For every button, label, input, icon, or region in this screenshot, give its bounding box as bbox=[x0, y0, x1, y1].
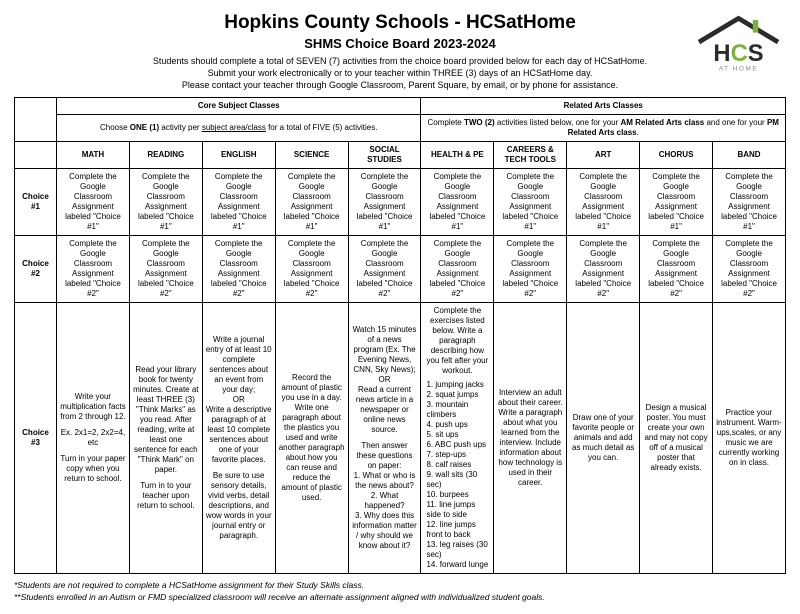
cell: Complete the Google Classroom Assignment… bbox=[348, 169, 421, 236]
choice-row-1: Choice #1 Complete the Google Classroom … bbox=[15, 169, 786, 236]
cell: Complete the Google Classroom Assignment… bbox=[348, 236, 421, 303]
choice-row-2: Choice #2 Complete the Google Classroom … bbox=[15, 236, 786, 303]
cell: Complete the Google Classroom Assignment… bbox=[567, 236, 640, 303]
cell: Complete the Google Classroom Assignment… bbox=[202, 169, 275, 236]
cell: Complete the Google Classroom Assignment… bbox=[275, 169, 348, 236]
col-social: SOCIAL STUDIES bbox=[348, 142, 421, 169]
footnote-2: **Students enrolled in an Autism or FMD … bbox=[14, 592, 786, 604]
svg-text:AT HOME: AT HOME bbox=[719, 66, 758, 73]
col-art: ART bbox=[567, 142, 640, 169]
page-title: Hopkins County Schools - HCSatHome bbox=[14, 12, 786, 34]
cell: Complete the Google Classroom Assignment… bbox=[129, 236, 202, 303]
cell-chorus: Design a musical poster. You must create… bbox=[640, 303, 713, 574]
cell: Complete the Google Classroom Assignment… bbox=[57, 169, 130, 236]
choice-board-table: Core Subject Classes Related Arts Classe… bbox=[14, 97, 786, 574]
col-math: MATH bbox=[57, 142, 130, 169]
cell-reading: Read your library book for twenty minute… bbox=[129, 303, 202, 574]
col-science: SCIENCE bbox=[275, 142, 348, 169]
cell-social: Watch 15 minutes of a news program (Ex. … bbox=[348, 303, 421, 574]
footnote-1: *Students are not required to complete a… bbox=[14, 580, 786, 592]
footnotes: *Students are not required to complete a… bbox=[14, 580, 786, 604]
cell: Complete the Google Classroom Assignment… bbox=[713, 169, 786, 236]
cell-health: Complete the exercises listed below. Wri… bbox=[421, 303, 494, 574]
cell: Complete the Google Classroom Assignment… bbox=[57, 236, 130, 303]
cell: Complete the Google Classroom Assignment… bbox=[129, 169, 202, 236]
cell: Complete the Google Classroom Assignment… bbox=[494, 169, 567, 236]
instructions: Students should complete a total of SEVE… bbox=[14, 55, 786, 91]
cell: Complete the Google Classroom Assignment… bbox=[494, 236, 567, 303]
cell: Complete the Google Classroom Assignment… bbox=[640, 169, 713, 236]
instruction-line: Submit your work electronically or to yo… bbox=[14, 67, 786, 79]
instruction-line: Please contact your teacher through Goog… bbox=[14, 79, 786, 91]
cell-careers: Interview an adult about their career. W… bbox=[494, 303, 567, 574]
row-label-c2: Choice #2 bbox=[15, 236, 57, 303]
core-section-title: Core Subject Classes bbox=[57, 98, 421, 115]
col-careers: CAREERS & TECH TOOLS bbox=[494, 142, 567, 169]
cell-math: Write your multiplication facts from 2 t… bbox=[57, 303, 130, 574]
corner-cell bbox=[15, 98, 57, 142]
cell: Complete the Google Classroom Assignment… bbox=[567, 169, 640, 236]
cell: Complete the Google Classroom Assignment… bbox=[275, 236, 348, 303]
svg-text:HCS: HCS bbox=[713, 41, 763, 67]
col-chorus: CHORUS bbox=[640, 142, 713, 169]
row-label-c3: Choice #3 bbox=[15, 303, 57, 574]
cell-art: Draw one of your favorite people or anim… bbox=[567, 303, 640, 574]
core-section-sub: Choose ONE (1) activity per subject area… bbox=[57, 115, 421, 142]
page-header: HCS AT HOME Hopkins County Schools - HCS… bbox=[14, 12, 786, 91]
cell-band: Practice your instrument. Warm-ups,scale… bbox=[713, 303, 786, 574]
cell: Complete the Google Classroom Assignment… bbox=[640, 236, 713, 303]
blank-header bbox=[15, 142, 57, 169]
cell-science: Record the amount of plastic you use in … bbox=[275, 303, 348, 574]
choice-row-3: Choice #3 Write your multiplication fact… bbox=[15, 303, 786, 574]
cell: Complete the Google Classroom Assignment… bbox=[421, 169, 494, 236]
instruction-line: Students should complete a total of SEVE… bbox=[14, 55, 786, 67]
col-health: HEALTH & PE bbox=[421, 142, 494, 169]
arts-section-title: Related Arts Classes bbox=[421, 98, 786, 115]
cell: Complete the Google Classroom Assignment… bbox=[421, 236, 494, 303]
cell: Complete the Google Classroom Assignment… bbox=[202, 236, 275, 303]
col-reading: READING bbox=[129, 142, 202, 169]
page-subtitle: SHMS Choice Board 2023-2024 bbox=[14, 36, 786, 51]
row-label-c1: Choice #1 bbox=[15, 169, 57, 236]
cell: Complete the Google Classroom Assignment… bbox=[713, 236, 786, 303]
hcs-logo: HCS AT HOME bbox=[691, 12, 786, 77]
arts-section-sub: Complete TWO (2) activities listed below… bbox=[421, 115, 786, 142]
col-english: ENGLISH bbox=[202, 142, 275, 169]
cell-english: Write a journal entry of at least 10 com… bbox=[202, 303, 275, 574]
col-band: BAND bbox=[713, 142, 786, 169]
